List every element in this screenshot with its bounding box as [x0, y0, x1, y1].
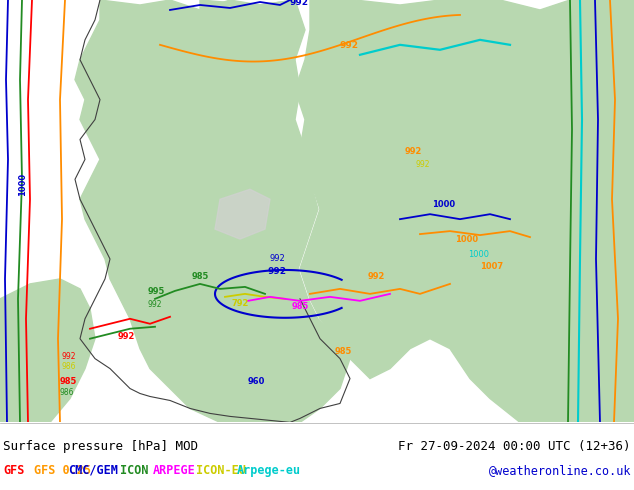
- Text: 992: 992: [62, 352, 77, 361]
- Text: 792: 792: [232, 299, 249, 308]
- Text: 992: 992: [270, 254, 286, 263]
- Text: 960: 960: [248, 376, 266, 386]
- Text: 985: 985: [60, 376, 77, 386]
- Polygon shape: [0, 279, 95, 422]
- Text: 992: 992: [268, 267, 287, 276]
- Text: Arpege-eu: Arpege-eu: [237, 464, 301, 477]
- Text: GFS 0.25: GFS 0.25: [34, 464, 91, 477]
- Text: @weatheronline.co.uk: @weatheronline.co.uk: [489, 464, 631, 477]
- Text: 992: 992: [415, 160, 429, 170]
- Polygon shape: [200, 0, 300, 35]
- Text: 1000: 1000: [18, 173, 27, 196]
- Text: 992: 992: [368, 272, 385, 281]
- Text: CMC/GEM: CMC/GEM: [68, 464, 118, 477]
- Text: 986: 986: [60, 389, 75, 397]
- Text: 1000: 1000: [468, 250, 489, 259]
- Text: ICON: ICON: [120, 464, 148, 477]
- Text: 992: 992: [148, 300, 162, 309]
- Text: 1000: 1000: [455, 235, 478, 244]
- Text: 995: 995: [148, 287, 165, 296]
- Text: 985: 985: [335, 346, 353, 356]
- Text: ICON-EU: ICON-EU: [196, 464, 246, 477]
- Polygon shape: [75, 0, 350, 422]
- Text: 992: 992: [118, 332, 136, 341]
- Polygon shape: [450, 15, 540, 55]
- Text: 985: 985: [192, 272, 209, 281]
- Text: 992: 992: [340, 41, 359, 50]
- Text: 985: 985: [292, 302, 309, 311]
- Polygon shape: [215, 189, 270, 239]
- Polygon shape: [295, 0, 634, 422]
- Text: 992: 992: [290, 0, 309, 7]
- Text: 1000: 1000: [432, 200, 455, 209]
- Text: 986: 986: [62, 362, 77, 370]
- Text: Fr 27-09-2024 00:00 UTC (12+36): Fr 27-09-2024 00:00 UTC (12+36): [399, 440, 631, 453]
- Text: 992: 992: [405, 147, 422, 156]
- Text: 1007: 1007: [480, 262, 503, 271]
- Text: GFS: GFS: [3, 464, 24, 477]
- Text: ARPEGE: ARPEGE: [153, 464, 196, 477]
- Text: Surface pressure [hPa] MOD: Surface pressure [hPa] MOD: [3, 440, 198, 453]
